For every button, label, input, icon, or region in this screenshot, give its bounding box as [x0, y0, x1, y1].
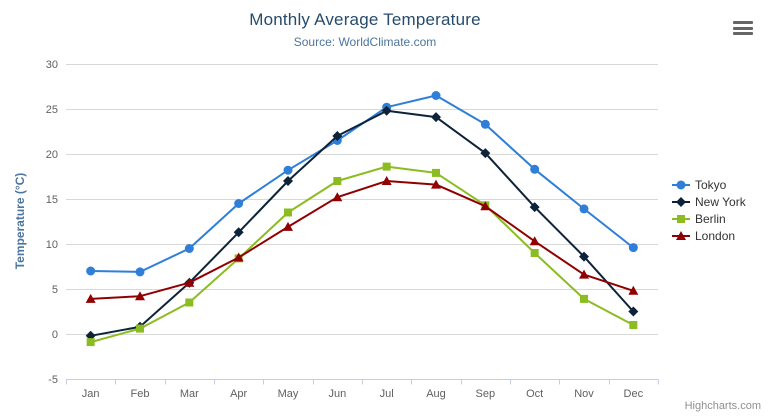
y-tick-label: 10 [46, 239, 58, 251]
series-line-berlin [89, 165, 635, 344]
hamburger-icon [733, 32, 753, 35]
legend-label: London [695, 228, 736, 243]
data-point-new-york[interactable] [431, 112, 441, 123]
data-point-berlin[interactable] [284, 208, 292, 217]
x-tick-label: Jun [328, 388, 346, 400]
data-point-tokyo[interactable] [135, 267, 145, 277]
legend-marker-diamond-icon [672, 196, 690, 207]
x-tick-label: Jan [82, 388, 100, 400]
legend-item-new-york[interactable]: New York [672, 193, 746, 210]
x-tick-label: Nov [574, 388, 594, 400]
legend-item-london[interactable]: London [672, 227, 746, 244]
data-point-london[interactable] [381, 176, 392, 185]
legend-item-berlin[interactable]: Berlin [672, 210, 746, 227]
x-tick-label: Jul [380, 388, 394, 400]
data-point-london[interactable] [184, 277, 195, 287]
data-point-tokyo[interactable] [530, 164, 540, 174]
y-tick-label: 5 [52, 284, 58, 296]
x-tick-label: Feb [131, 388, 150, 400]
data-point-london[interactable] [233, 252, 244, 262]
y-tick-label: 30 [46, 59, 58, 71]
data-point-new-york[interactable] [529, 202, 540, 213]
export-menu-button[interactable] [733, 21, 753, 35]
data-point-tokyo[interactable] [431, 91, 441, 100]
data-point-london[interactable] [431, 179, 441, 189]
legend-label: Berlin [695, 211, 726, 226]
data-point-london[interactable] [529, 236, 540, 246]
y-tick-label: 25 [46, 104, 58, 116]
x-tick-label: Apr [230, 388, 247, 400]
data-point-new-york[interactable] [628, 306, 639, 317]
legend-item-tokyo[interactable]: Tokyo [672, 176, 746, 193]
hamburger-icon [733, 26, 753, 30]
data-point-new-york[interactable] [233, 227, 244, 238]
data-point-berlin[interactable] [530, 249, 539, 257]
data-point-new-york[interactable] [480, 148, 491, 159]
data-point-tokyo[interactable] [86, 266, 96, 276]
hamburger-icon [733, 21, 753, 24]
data-point-london[interactable] [135, 291, 145, 301]
series-line-london [89, 180, 635, 300]
data-point-london[interactable] [480, 201, 491, 211]
data-point-london[interactable] [85, 293, 96, 303]
legend-marker-square-icon [672, 214, 690, 223]
data-point-berlin[interactable] [185, 298, 194, 307]
data-point-new-york[interactable] [579, 251, 589, 262]
x-tick-label: Oct [526, 388, 543, 400]
data-point-new-york[interactable] [381, 105, 392, 116]
legend: Tokyo New York Berlin London [672, 176, 746, 244]
series-line-tokyo [89, 94, 635, 273]
data-point-berlin[interactable] [382, 162, 391, 171]
data-point-berlin[interactable] [136, 324, 144, 333]
legend-label: New York [695, 194, 746, 209]
chart-title: Monthly Average Temperature [249, 10, 481, 29]
data-point-berlin[interactable] [629, 321, 638, 329]
highcharts-credit-link[interactable]: Highcharts.com [684, 400, 761, 412]
data-point-tokyo[interactable] [480, 119, 490, 129]
data-point-tokyo[interactable] [579, 204, 589, 214]
data-point-london[interactable] [628, 285, 639, 295]
x-tick-label: Mar [180, 388, 199, 400]
data-point-berlin[interactable] [580, 294, 588, 303]
y-tick-label: -5 [48, 374, 58, 386]
x-tick-label: Sep [476, 388, 496, 400]
chart-subtitle: Source: WorldClimate.com [293, 35, 437, 49]
data-point-berlin[interactable] [432, 168, 440, 177]
legend-marker-triangle-icon [672, 230, 690, 240]
data-point-tokyo[interactable] [628, 243, 638, 253]
y-tick-label: 0 [52, 329, 58, 341]
x-tick-label: Dec [624, 388, 644, 400]
legend-label: Tokyo [695, 177, 727, 192]
legend-marker-circle-icon [672, 180, 690, 189]
x-tick-label: Aug [426, 388, 446, 400]
series-line-new-york [89, 109, 635, 337]
x-tick-label: May [278, 388, 299, 400]
data-point-london[interactable] [283, 221, 293, 231]
data-point-new-york[interactable] [332, 131, 343, 141]
y-tick-label: 15 [46, 194, 58, 206]
data-point-london[interactable] [579, 269, 589, 279]
data-point-tokyo[interactable] [283, 165, 293, 175]
y-tick-label: 20 [46, 149, 58, 161]
data-point-london[interactable] [332, 192, 343, 202]
data-point-berlin[interactable] [333, 177, 342, 185]
data-point-tokyo[interactable] [234, 199, 244, 208]
data-point-new-york[interactable] [283, 176, 293, 186]
data-point-tokyo[interactable] [184, 244, 194, 253]
data-point-berlin[interactable] [86, 338, 95, 347]
